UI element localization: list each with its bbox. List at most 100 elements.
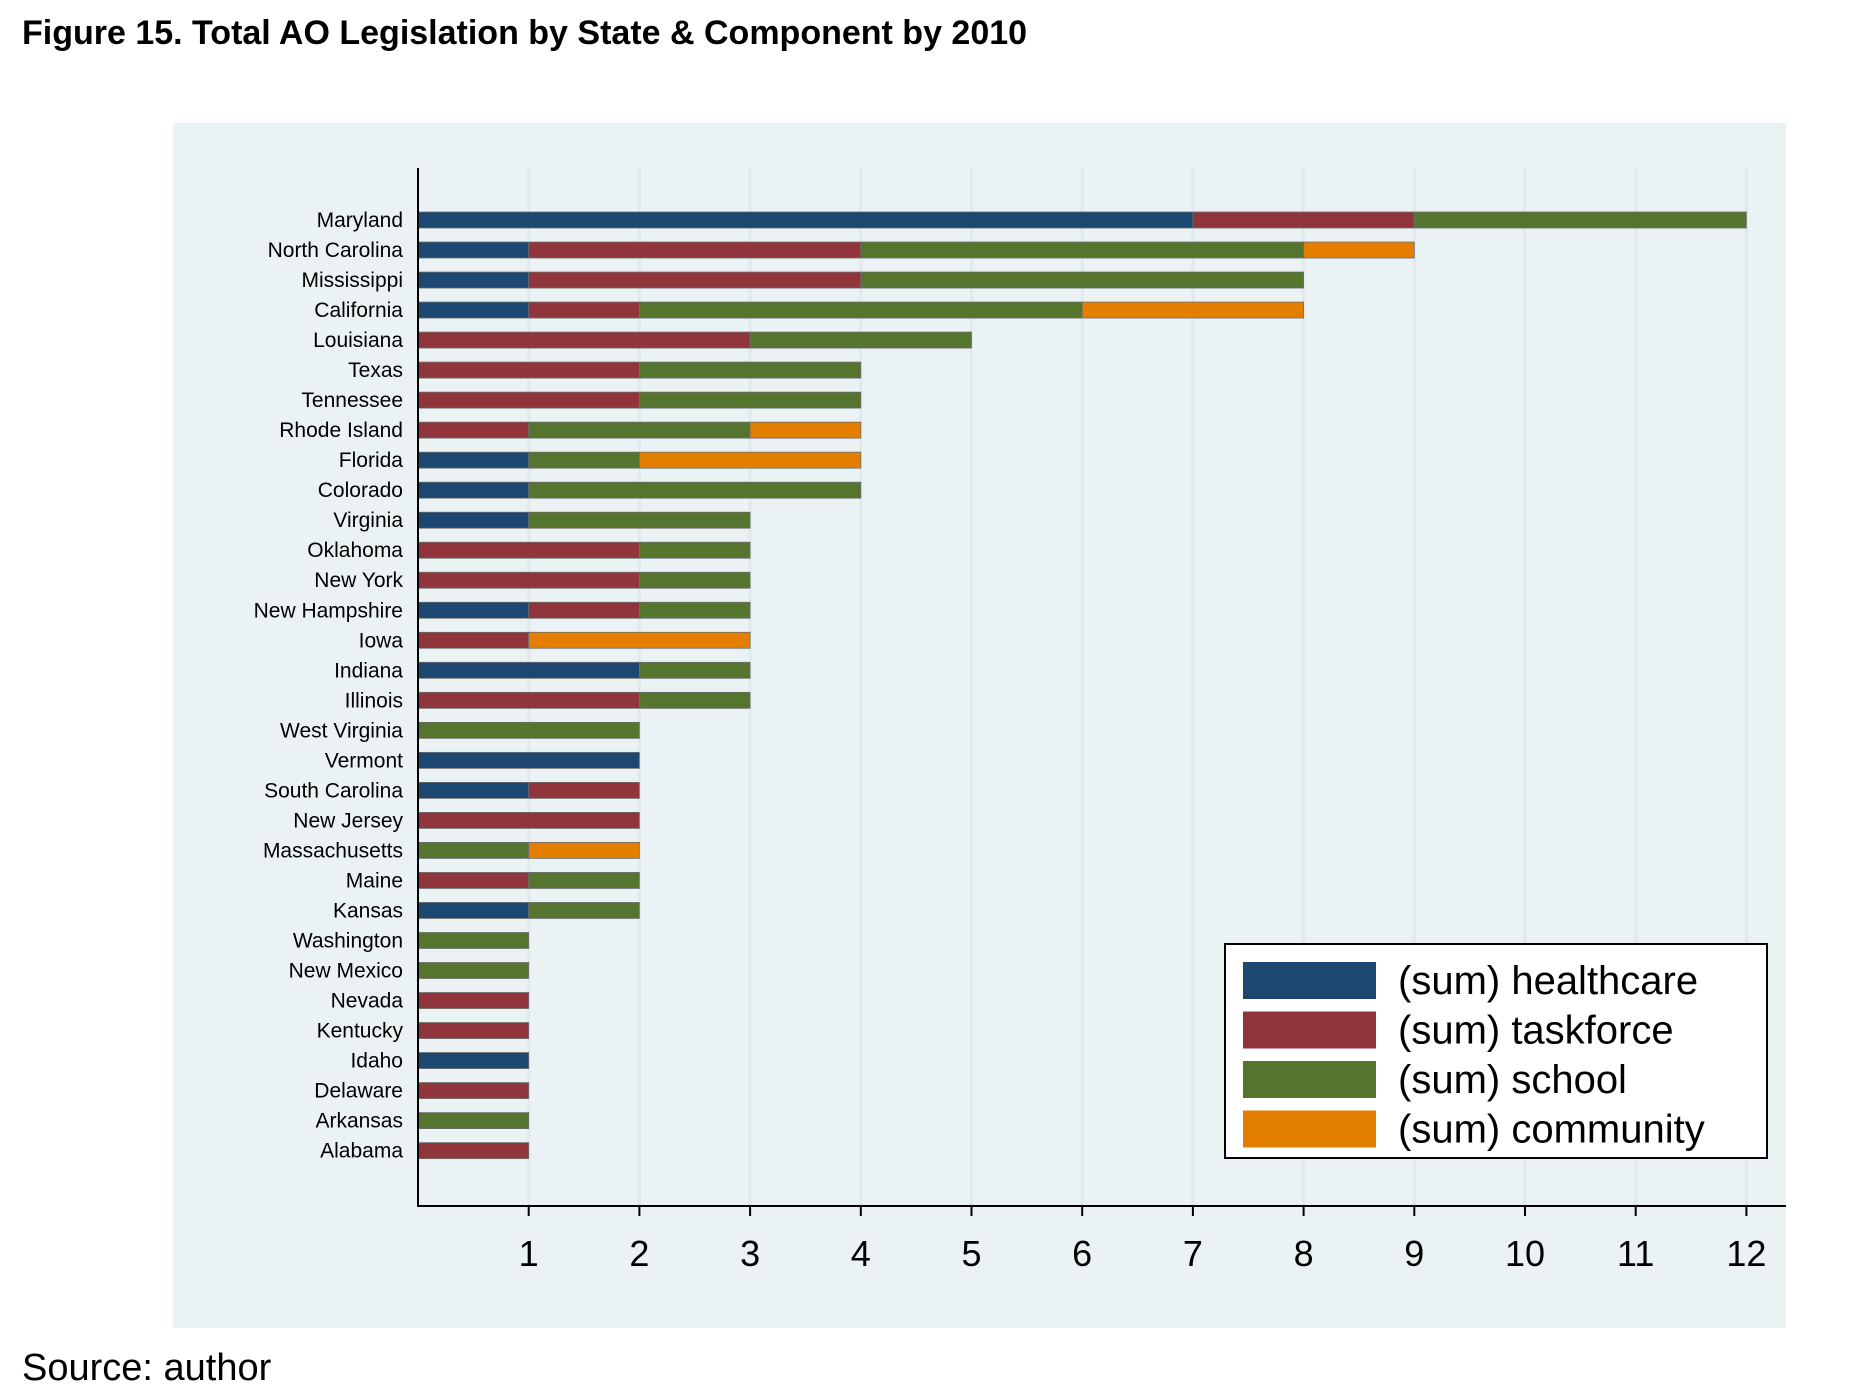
bar-segment [417, 1082, 530, 1099]
bar-segment [528, 511, 751, 529]
source-note: Source: author [22, 1347, 272, 1389]
state-label: Washington [293, 929, 403, 952]
bar-segment [638, 451, 862, 469]
bar-segment [417, 511, 530, 529]
state-labels: Maryland North Carolina Mississippi Califor… [254, 209, 404, 1163]
bar-segment [417, 571, 640, 589]
bar-segment [417, 301, 530, 319]
bar-segment [417, 691, 640, 709]
bar-segment [638, 391, 862, 409]
bar-segment [638, 361, 862, 379]
state-label: Rhode Island [279, 419, 403, 442]
bar-segment [749, 331, 972, 349]
x-tick-label: 12 [1726, 1233, 1766, 1274]
bar-segment [417, 962, 530, 979]
bar-segment [860, 271, 1304, 289]
state-label: Massachusetts [263, 839, 403, 862]
bar-segment [528, 481, 862, 499]
bar-segment [638, 601, 751, 619]
state-label: Kentucky [317, 1020, 404, 1043]
x-tick-label: 10 [1505, 1233, 1545, 1274]
bar-segment [638, 541, 751, 559]
bar-segment [417, 1052, 530, 1069]
state-label: New Hampshire [254, 599, 403, 622]
bar-segment [417, 451, 530, 469]
x-tick-label: 2 [629, 1233, 649, 1274]
bar-segment [417, 781, 530, 799]
state-label: California [314, 299, 403, 322]
bar-segment [417, 751, 640, 769]
state-label: Arkansas [315, 1110, 403, 1133]
legend-label: (sum) community [1398, 1108, 1705, 1152]
state-label: Virginia [333, 509, 403, 532]
state-label: Alabama [320, 1140, 403, 1163]
bar-segment [528, 301, 640, 319]
bar-segment [528, 241, 862, 259]
legend-swatch [1243, 1110, 1376, 1148]
state-label: Texas [348, 359, 403, 382]
state-label: North Carolina [268, 239, 404, 262]
bar-segment [417, 481, 530, 499]
bar-segment [638, 661, 751, 679]
x-tick-label: 1 [519, 1233, 539, 1274]
x-tick-label: 8 [1294, 1233, 1314, 1274]
bar-segment [417, 721, 640, 739]
bar-segment [417, 992, 530, 1009]
legend-label: (sum) school [1398, 1058, 1627, 1102]
legend-swatch [1243, 1061, 1376, 1098]
bar-segment [749, 421, 862, 439]
bar-segment [528, 902, 640, 919]
bar-segment [417, 601, 530, 619]
axes: 1 2 3 4 5 6 7 8 9 10 11 12 [417, 168, 1786, 1274]
bar-segment [417, 241, 530, 259]
bar-segment [417, 872, 530, 889]
state-label: Colorado [318, 479, 403, 502]
bar-segment [417, 812, 640, 829]
bars [417, 211, 1747, 1160]
bar-segment [528, 872, 640, 889]
state-label: Delaware [314, 1080, 403, 1103]
bar-segment [417, 1142, 530, 1160]
state-label: West Virginia [280, 719, 403, 742]
x-tick-label: 4 [851, 1233, 871, 1274]
state-label: Maine [346, 869, 403, 892]
bar-segment [528, 451, 640, 469]
state-label: Nevada [331, 990, 404, 1013]
bar-segment [528, 781, 640, 799]
bar-segment [417, 271, 530, 289]
x-tick-label: 3 [740, 1233, 760, 1274]
legend-swatch [1243, 1011, 1376, 1049]
state-label: New Jersey [293, 809, 403, 832]
x-tick-label: 7 [1183, 1233, 1203, 1274]
bar-segment [528, 421, 751, 439]
legend-swatch [1243, 962, 1376, 999]
state-label: Idaho [350, 1050, 403, 1073]
bar-segment [1413, 211, 1747, 229]
state-label: Kansas [333, 899, 403, 922]
state-label: Tennessee [301, 389, 403, 412]
legend-label: (sum) taskforce [1398, 1009, 1674, 1053]
bar-segment [417, 541, 640, 559]
bar-segment [528, 271, 862, 289]
state-label: Florida [339, 449, 404, 472]
bar-segment [417, 361, 640, 379]
state-label: New York [314, 569, 403, 592]
bar-segment [417, 331, 751, 349]
bar-segment [417, 661, 640, 679]
bar-segment [1303, 241, 1415, 259]
figure-title: Figure 15. Total AO Legislation by State… [22, 14, 1028, 52]
state-label: New Mexico [289, 960, 403, 983]
bar-segment [528, 631, 751, 649]
bar-segment [1192, 211, 1415, 229]
state-label: Oklahoma [307, 539, 403, 562]
state-label: Louisiana [313, 329, 403, 352]
bar-segment [417, 631, 530, 649]
bar-segment [638, 691, 751, 709]
bar-segment [417, 391, 640, 409]
bar-segment [417, 421, 530, 439]
x-tick-label: 6 [1072, 1233, 1092, 1274]
state-label: Indiana [334, 659, 403, 682]
bar-segment [417, 1112, 530, 1129]
x-tick-label: 11 [1617, 1233, 1654, 1274]
